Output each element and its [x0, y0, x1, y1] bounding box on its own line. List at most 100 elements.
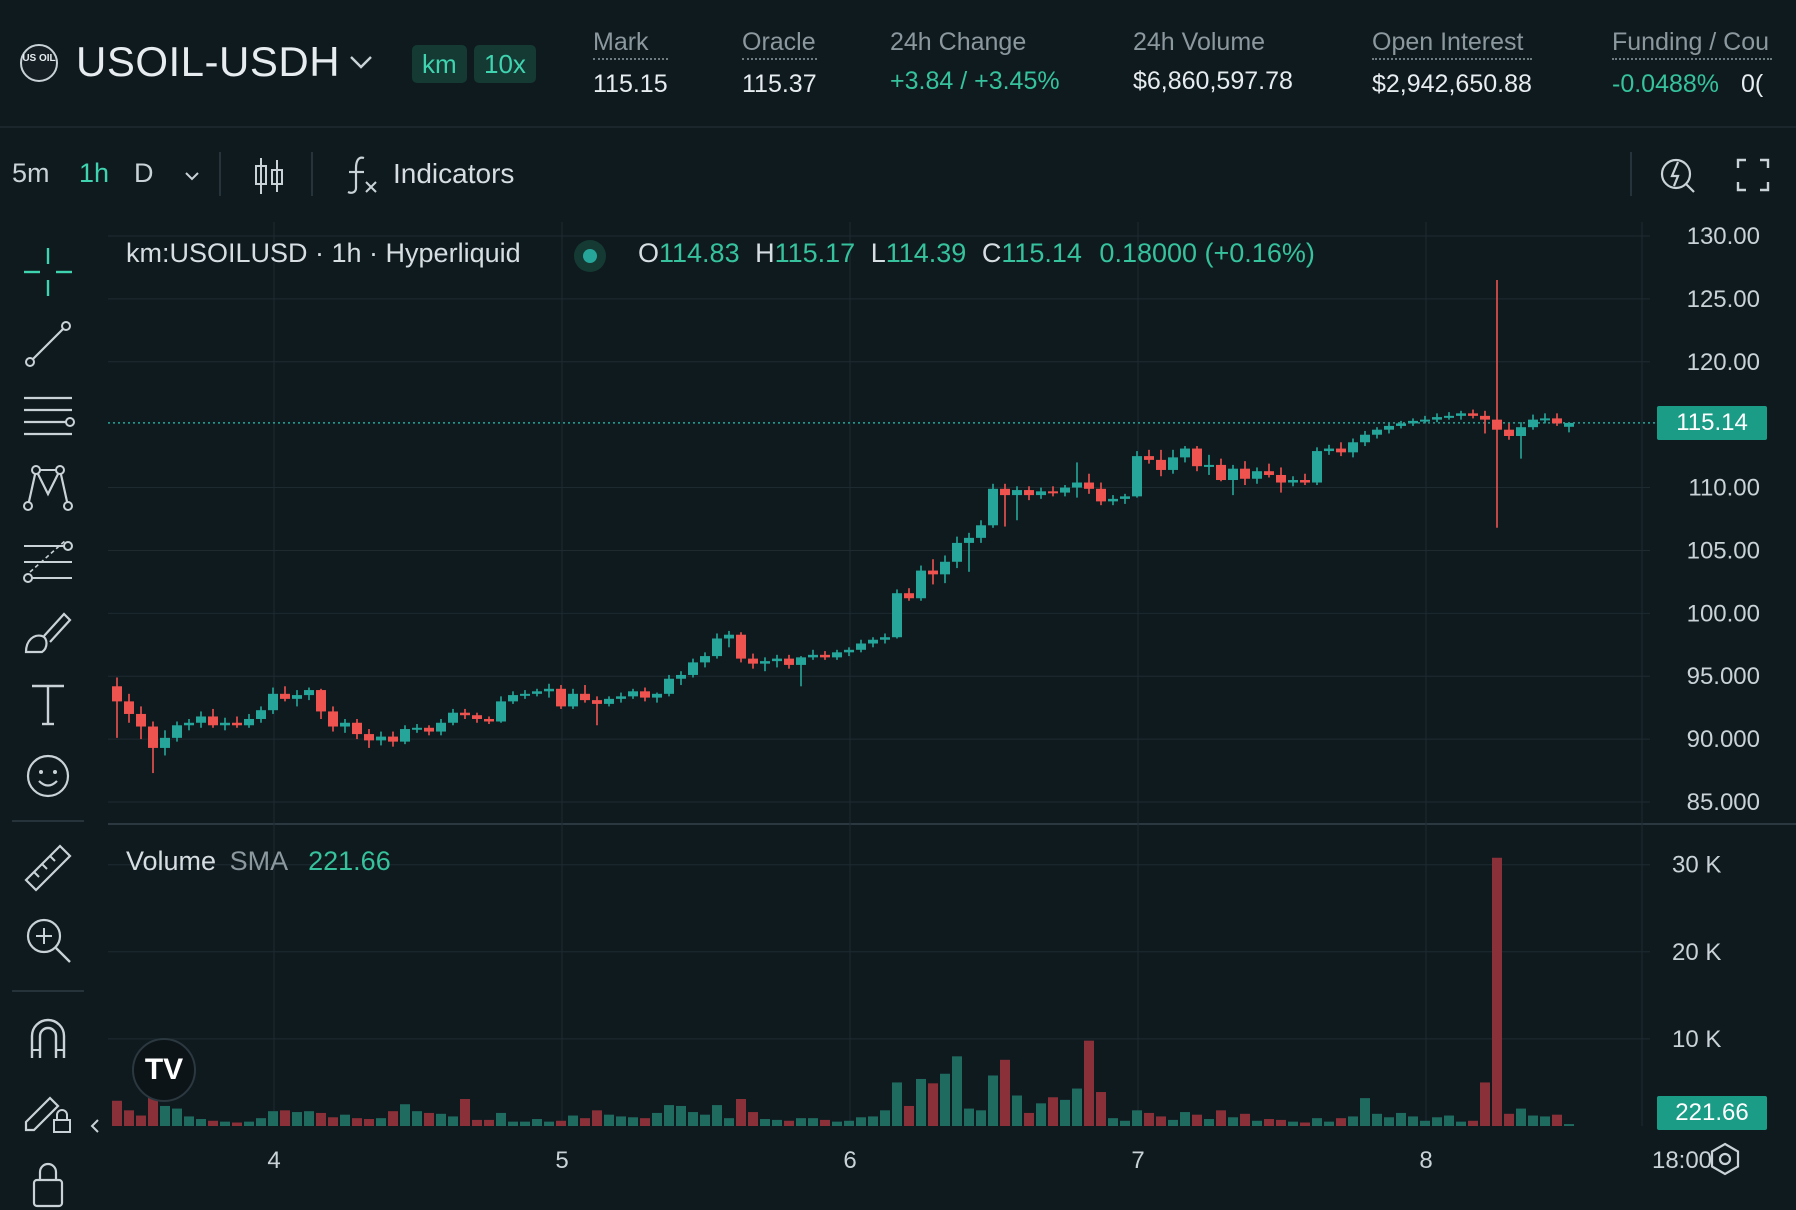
timeframe-5m[interactable]: 5m — [12, 158, 50, 188]
volume-bar — [796, 1118, 806, 1126]
candle-body — [1000, 488, 1010, 496]
trend-line-icon[interactable] — [20, 316, 76, 372]
stat-24h-change: 24h Change +3.84 / +3.45% — [890, 28, 1060, 96]
candle-body — [496, 701, 506, 722]
candle-body — [808, 654, 818, 658]
tradingview-logo[interactable]: TV — [132, 1038, 196, 1102]
emoji-icon[interactable] — [20, 748, 76, 804]
candle-body — [904, 593, 914, 599]
volume-bar — [1072, 1088, 1082, 1126]
alert-clock-icon[interactable] — [1658, 154, 1698, 194]
last-volume-tag: 221.66 — [1657, 1096, 1767, 1130]
brush-icon[interactable] — [20, 604, 76, 660]
indicators-button[interactable]: Indicators — [393, 158, 515, 189]
stat-24h-volume: 24h Volume $6,860,597.78 — [1133, 28, 1293, 96]
candle-body — [160, 737, 170, 748]
volume-bar — [1528, 1115, 1538, 1126]
price-axis-label: 120.00 — [1687, 349, 1760, 376]
candle-body — [520, 693, 530, 696]
pattern-icon[interactable] — [20, 460, 76, 516]
candle-body — [1360, 434, 1370, 443]
magnet-icon[interactable] — [20, 1010, 76, 1066]
ohlc-change: 0.18000 (+0.16%) — [1099, 238, 1315, 268]
volume-bar — [844, 1120, 854, 1126]
toolbar-divider — [219, 152, 221, 196]
volume-bar — [1444, 1115, 1454, 1126]
candle-body — [1420, 419, 1430, 422]
volume-bar — [832, 1121, 842, 1126]
stat-label[interactable]: Oracle — [742, 28, 817, 60]
stat-label: 24h Change — [890, 28, 1027, 56]
candle-body — [916, 570, 926, 599]
chevron-down-icon[interactable] — [348, 48, 374, 74]
stat-label[interactable]: Funding / Cou — [1612, 28, 1772, 60]
chevron-down-icon[interactable] — [182, 166, 202, 186]
volume-label: Volume — [126, 846, 217, 876]
candle-body — [844, 649, 854, 653]
candle-body — [1108, 498, 1118, 502]
fib-retracement-icon[interactable] — [20, 388, 76, 444]
zoom-in-icon[interactable] — [20, 912, 76, 968]
chart-axes: 130.00 125.00 120.00 110.00 105.00 100.00 95.0… — [267, 223, 1760, 1174]
stat-funding: Funding / Cou -0.0488% 0( — [1612, 28, 1772, 99]
candle-body — [1120, 496, 1130, 499]
volume-bar — [1516, 1108, 1526, 1126]
volume-bar — [1228, 1117, 1238, 1126]
volume-bar — [1420, 1120, 1430, 1126]
fullscreen-icon[interactable] — [1736, 158, 1770, 192]
pair-selector[interactable]: USOIL-USDH — [76, 38, 341, 85]
volume-axis-label: 20 K — [1672, 939, 1721, 966]
volume-bar — [880, 1110, 890, 1126]
candle-body — [976, 525, 986, 538]
volume-bar — [1156, 1116, 1166, 1126]
crosshair-icon[interactable] — [20, 244, 76, 300]
volume-legend[interactable]: Volume SMA 221.66 — [126, 846, 391, 877]
prediction-icon[interactable] — [20, 532, 76, 588]
candle-body — [736, 634, 746, 659]
candle-body — [1192, 448, 1202, 467]
volume-bar — [280, 1110, 290, 1126]
volume-bar — [904, 1105, 914, 1126]
toolbar-divider — [12, 990, 84, 992]
text-icon[interactable] — [20, 676, 76, 732]
chevron-left-icon[interactable] — [88, 1114, 102, 1138]
volume-bar — [472, 1119, 482, 1126]
volume-bar — [184, 1116, 194, 1126]
candle-body — [1036, 491, 1046, 496]
candle-body — [712, 638, 722, 657]
badge-leverage[interactable]: 10x — [474, 45, 536, 83]
price-axis-label: 110.00 — [1688, 475, 1760, 502]
candle-body — [1132, 456, 1142, 497]
volume-bar — [1492, 857, 1502, 1126]
stat-label[interactable]: Open Interest — [1372, 28, 1532, 60]
candle-body — [472, 715, 482, 719]
candle-body — [352, 722, 362, 735]
timeframe-d[interactable]: D — [134, 158, 154, 188]
ruler-icon[interactable] — [20, 840, 76, 896]
chart-settings-icon[interactable] — [1707, 1141, 1743, 1177]
candle-body — [856, 643, 866, 650]
toolbar-divider — [12, 820, 84, 822]
candle-body — [1276, 474, 1286, 483]
volume-bar — [436, 1113, 446, 1126]
candle-body — [868, 639, 878, 644]
candle-type-icon[interactable] — [252, 156, 286, 196]
volume-bar — [928, 1083, 938, 1126]
volume-bar — [1216, 1110, 1226, 1126]
price-axis-label: 105.00 — [1687, 537, 1760, 564]
volume-bar — [688, 1112, 698, 1126]
function-icon[interactable] — [344, 154, 382, 196]
lock-drawing-icon[interactable] — [20, 1082, 76, 1138]
candle-body — [688, 662, 698, 675]
candle-body — [832, 652, 842, 658]
volume-bar — [820, 1119, 830, 1126]
sma-value: 221.66 — [308, 846, 391, 876]
timeframe-1h[interactable]: 1h — [79, 158, 110, 188]
usoil-coin-icon: US OIL — [20, 44, 58, 82]
volume-bar — [1240, 1113, 1250, 1126]
volume-bar — [544, 1121, 554, 1126]
stat-label[interactable]: Mark — [593, 28, 668, 60]
chart-symbol-title[interactable]: km:USOILUSD · 1h · Hyperliquid — [126, 238, 521, 268]
volume-bar — [1504, 1113, 1514, 1126]
